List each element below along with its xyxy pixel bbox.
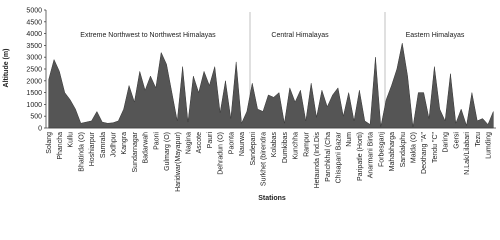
x-tick-label: Kolabas	[271, 132, 278, 158]
x-tick-label: Tendu "C"	[432, 131, 439, 163]
x-tick-label: Chisapani Bazar	[335, 131, 342, 183]
y-tick-label: 3000	[26, 55, 42, 62]
x-tick-label: Sandakphu	[400, 132, 407, 168]
x-tick-label: Dumkibas	[282, 132, 289, 164]
x-tick-label: Samrala	[100, 132, 107, 158]
x-tick-label: Sandepani	[250, 132, 257, 166]
x-tick-label: Forbesganj	[378, 132, 385, 167]
x-tick-label: Naurwa	[239, 132, 246, 156]
y-axis-label: Altitude (m)	[3, 49, 10, 88]
x-tick-label: Kangra	[121, 132, 128, 155]
x-tick-label: Surkhet (birendra	[260, 132, 267, 186]
y-tick-label: 500	[30, 114, 42, 121]
y-tick-label: 4000	[26, 31, 42, 38]
x-tick-label: Mahabharga	[389, 132, 396, 171]
x-axis-label: Stations	[258, 195, 286, 202]
x-tick-label: Num	[346, 132, 353, 147]
y-tick-label: 1000	[26, 102, 42, 109]
x-tick-label: Phancha	[57, 132, 64, 160]
x-tick-label: N.Lak/Lilabari	[464, 132, 471, 175]
chart: Altitude (m) Stations Extreme Northwest …	[3, 8, 496, 202]
y-tick-label: 3500	[26, 43, 42, 50]
x-tick-label: Hoshiarpur	[89, 131, 96, 166]
x-tick-label: Kullu	[68, 132, 75, 148]
y-tick-label: 1500	[26, 90, 42, 97]
x-tick-label: Badarwah	[143, 132, 150, 164]
x-tick-label: Haridwar(Mayapur)	[175, 132, 182, 192]
x-tick-label: Kunchha	[293, 132, 300, 160]
x-tick-label: Panchkhal (Cha	[325, 132, 332, 182]
x-tick-label: Jodhpur	[110, 131, 117, 157]
y-tick-label: 4500	[26, 19, 42, 26]
altitude-area	[48, 42, 494, 129]
x-tick-label: Lumding	[485, 132, 492, 159]
x-tick-label: Solang	[46, 132, 53, 154]
x-tick-label: Anarmani Birta	[368, 132, 375, 178]
x-tick-label: Ascote	[196, 132, 203, 154]
x-tick-label: Daring	[443, 132, 450, 153]
x-tick-label: Nagina	[185, 132, 192, 154]
x-tick-label: Gulmarg (O)	[164, 132, 171, 171]
x-tick-label: Deothang "A"	[421, 131, 428, 173]
y-tick-label: 0	[38, 126, 42, 133]
y-tick-label: 2500	[26, 67, 42, 74]
x-tick-label: Bhatinda (O)	[78, 132, 85, 172]
x-tick-label: Paonta	[228, 132, 235, 154]
y-tick-label: 5000	[26, 8, 42, 15]
region-label: Extreme Northwest to Northwest Himalayas	[80, 32, 216, 39]
x-tick-label: Sundarnagar	[132, 131, 139, 172]
region-label: Eastern Himalayas	[406, 32, 465, 39]
x-tick-label: Dehradun (O)	[218, 132, 225, 175]
y-tick-label: 2000	[26, 78, 42, 85]
x-tick-label: Paoni	[153, 132, 160, 150]
x-tick-label: Pauri	[207, 132, 214, 149]
region-label: Central Himalayas	[271, 32, 329, 39]
x-tick-label: Paripatle (Horti)	[357, 132, 364, 181]
x-tick-label: Malda (O)	[410, 132, 417, 163]
x-tick-label: Hetaunda (Ind.Dis	[314, 132, 321, 189]
x-tick-label: Gersi	[453, 132, 460, 149]
x-tick-label: Rampur	[303, 131, 310, 157]
x-tick-label: Tezu	[475, 132, 482, 147]
